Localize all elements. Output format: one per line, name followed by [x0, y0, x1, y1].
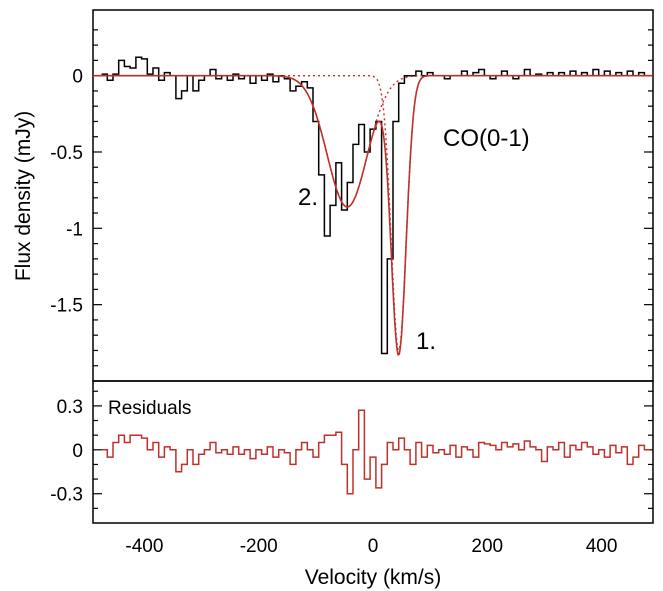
x-axis-title: Velocity (km/s): [305, 566, 442, 589]
x-tick-label: 400: [586, 536, 618, 557]
y-tick-label-top: -0.5: [50, 143, 83, 164]
axis-ticks: [93, 29, 653, 509]
fit-total-curve: [93, 74, 653, 357]
y-axis-title: Flux density (mJy): [12, 111, 35, 281]
top-panel-frame: [92, 9, 654, 382]
x-tick-label: 200: [471, 536, 503, 557]
spectrum-data-series: [101, 56, 651, 355]
y-tick-label-top: 0: [72, 67, 83, 88]
x-tick-label: 0: [368, 536, 379, 557]
y-tick-label-bottom: 0.3: [57, 397, 83, 418]
y-tick-label-top: -1: [66, 219, 83, 240]
fit-component-2: [93, 75, 653, 208]
fit-component-1: [93, 75, 653, 351]
x-tick-label: -200: [240, 536, 278, 557]
annotation-component-2: 2.: [298, 184, 318, 211]
tick-labels: 0 -0.5 -1 -1.5 0.3 0 -0.3 -400 -200 0 200 400: [50, 67, 617, 557]
annotation-component-1: 1.: [416, 328, 436, 355]
y-tick-label-top: -1.5: [50, 296, 83, 317]
residuals-series: [101, 409, 651, 495]
x-tick-label: -400: [125, 536, 163, 557]
y-tick-label-bottom: -0.3: [50, 485, 83, 506]
y-tick-label-bottom: 0: [72, 441, 83, 462]
annotation-co-line: CO(0-1): [443, 125, 530, 152]
annotation-residuals: Residuals: [108, 398, 191, 419]
bottom-panel-frame: [92, 380, 654, 524]
series-layer: [93, 56, 653, 495]
